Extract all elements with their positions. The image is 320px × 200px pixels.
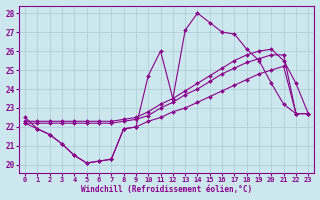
X-axis label: Windchill (Refroidissement éolien,°C): Windchill (Refroidissement éolien,°C) (81, 185, 252, 194)
